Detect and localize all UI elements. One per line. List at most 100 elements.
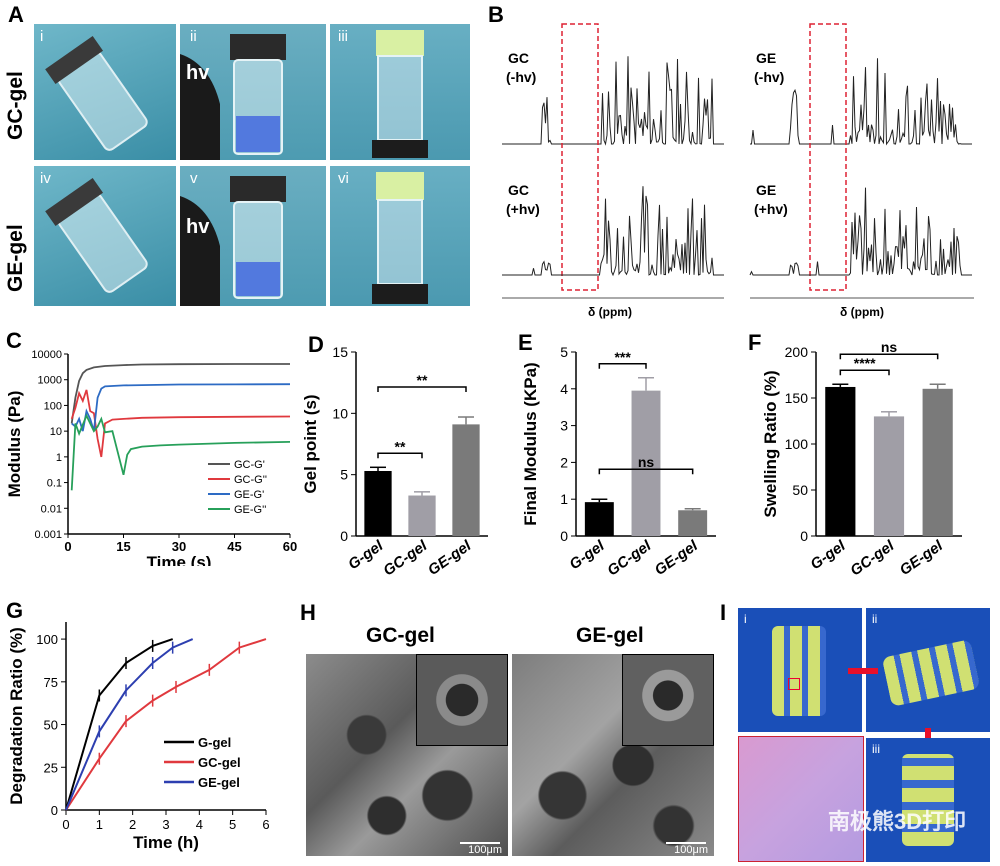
gel-sample	[902, 754, 954, 846]
y-tick-label: 75	[44, 675, 58, 690]
y-tick-label: 50	[792, 482, 808, 498]
gel-sample	[772, 626, 826, 716]
y-tick-label: 150	[785, 390, 809, 406]
significance-bracket	[598, 363, 647, 369]
spectrum-label: GC	[508, 50, 529, 66]
panel-label-f: F	[748, 330, 762, 355]
chart-e: 0 1 2 3 4 5 Final Modulus (KPa) G-gelGC-gelGE-g…	[521, 344, 716, 579]
scale-bar	[666, 842, 706, 844]
series-line-2	[71, 383, 291, 432]
panel-label-i: I	[720, 600, 727, 625]
y-axis-label: Gel point (s)	[301, 394, 320, 493]
y-axis-label: Final Modulus (KPa)	[521, 362, 540, 525]
nmr-gc-plus: GC (+hv)	[502, 182, 724, 277]
scale-label: 100μm	[674, 844, 708, 856]
x-tick-label: GE-gel	[897, 537, 947, 579]
x-tick-label: 0	[62, 817, 69, 832]
x-axis-label: Time (h)	[133, 833, 199, 852]
bar-1	[408, 495, 436, 536]
vial-icon	[180, 34, 286, 160]
legend-label: GE-G'	[234, 489, 264, 501]
hv-label: hv	[186, 62, 210, 84]
y-tick-label: 100	[36, 632, 58, 647]
significance-bracket	[598, 468, 694, 475]
sub-label-iv: iv	[40, 170, 51, 187]
bar-0	[364, 470, 392, 536]
y-tick-label: 0.1	[47, 478, 62, 490]
row-label-gc-gel: GC-gel	[4, 71, 27, 140]
bar-2	[678, 510, 708, 536]
y-tick-label: 1	[560, 491, 568, 507]
sem-image-gc: 100μm	[306, 654, 508, 856]
series-line-0	[70, 363, 290, 424]
photo-i-iii: iii	[866, 738, 990, 862]
bar-2	[452, 424, 480, 536]
y-axis-label: Swelling Ratio (%)	[761, 370, 780, 517]
y-tick-label: 0.001	[34, 529, 62, 541]
y-tick-label: 0	[51, 803, 58, 818]
sub-label-v: v	[190, 170, 198, 187]
x-tick-label: G-gel	[566, 537, 608, 573]
photo-i-ii: ii	[866, 608, 990, 732]
nmr-xlabel: δ (ppm)	[588, 305, 632, 319]
spectrum-label: (+hv)	[754, 201, 788, 217]
x-tick-label: 6	[262, 817, 269, 832]
y-tick-label: 15	[332, 344, 348, 360]
y-tick-label: 100	[44, 400, 62, 412]
y-tick-label: 25	[44, 760, 58, 775]
x-tick-label: GC-gel	[380, 537, 431, 580]
significance-bracket	[377, 386, 467, 393]
y-axis-label: Modulus (Pa)	[5, 391, 24, 498]
sub-label-i: i	[40, 28, 44, 45]
y-tick-label: 0	[560, 528, 568, 544]
vial-icon	[372, 172, 428, 304]
y-axis-label: Degradation Ratio (%)	[7, 627, 26, 805]
sub-label-vi: vi	[338, 170, 349, 187]
spectrum-label: GE	[756, 182, 776, 198]
panel-label-b: B	[488, 2, 504, 27]
zoom-box	[788, 678, 800, 690]
photo-a-iv: iv	[34, 166, 176, 306]
photo-a-iii: iii	[330, 24, 470, 160]
series-line-3	[70, 413, 291, 491]
significance-label: **	[395, 438, 406, 454]
y-tick-label: 200	[785, 344, 809, 360]
y-tick-label: 5	[340, 467, 348, 483]
legend-label: G-gel	[198, 735, 231, 750]
y-tick-label: 0	[800, 528, 808, 544]
chart-g: 0 25 50 75 100 0 1 2 3 4 5 6 Time (h) Degradation Rat…	[7, 622, 270, 852]
x-axis-label: Time (s)	[147, 553, 212, 566]
photo-i-zoom	[738, 736, 864, 862]
nmr-ge-minus: GE (-hv)	[750, 23, 972, 291]
y-tick-label: 2	[560, 454, 568, 470]
x-tick-label: 5	[229, 817, 236, 832]
x-tick-label: GC-gel	[847, 537, 898, 580]
gel-sample	[881, 639, 981, 707]
panel-label-d: D	[308, 332, 324, 357]
nmr-spectra: GC (-hv) GC (+hv) GE (-hv) GE (+hv) δ (p…	[502, 23, 974, 319]
y-tick-label: 4	[560, 381, 568, 397]
y-tick-label: 5	[560, 344, 568, 360]
sub-label-ii: ii	[872, 612, 878, 626]
y-tick-label: 0	[340, 528, 348, 544]
x-tick-label: 15	[116, 539, 130, 554]
nmr-gc-minus: GC (-hv)	[502, 23, 724, 291]
sem-title-ge: GE-gel	[576, 624, 644, 647]
x-tick-label: GE-gel	[425, 537, 475, 579]
panel-label-g: G	[6, 598, 24, 623]
significance-label: **	[417, 372, 428, 388]
sem-inset	[622, 654, 714, 746]
photo-a-vi: vi	[330, 166, 470, 306]
significance-bracket	[839, 369, 890, 376]
legend-label: GE-G''	[234, 504, 266, 516]
row-label-ge-gel: GE-gel	[4, 224, 27, 292]
y-tick-label: 10000	[31, 349, 62, 361]
sem-inset	[416, 654, 508, 746]
watermark: 南极熊3D打印	[828, 809, 967, 834]
x-tick-label: 3	[162, 817, 169, 832]
panel-label-h: H	[300, 600, 316, 625]
highlight-box	[809, 23, 847, 291]
legend-label: GC-G'	[234, 459, 265, 471]
significance-label: ****	[854, 355, 876, 371]
series-line-2	[65, 638, 194, 811]
